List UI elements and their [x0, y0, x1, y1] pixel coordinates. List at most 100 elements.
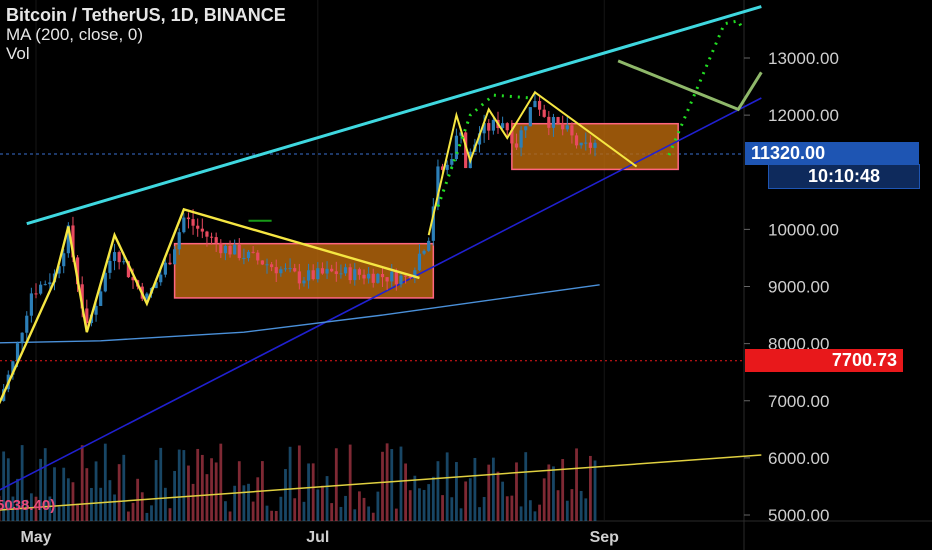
consolidation-zones[interactable]	[173, 122, 679, 299]
candle-body	[542, 109, 546, 117]
volume-bar	[94, 461, 98, 521]
candle-body	[57, 266, 61, 274]
candle-body	[367, 273, 371, 279]
candle-body	[288, 268, 292, 270]
ma-legend[interactable]: MA (200, close, 0)	[6, 25, 144, 44]
projection-dots-1	[436, 93, 531, 208]
candle-body	[316, 268, 320, 280]
candle-body	[154, 282, 158, 289]
candle-countdown: 10:10:48	[768, 164, 920, 189]
candle-body	[237, 244, 241, 259]
volume-bar	[196, 448, 200, 521]
trendlines[interactable]	[0, 5, 762, 513]
volume-bar	[256, 477, 260, 521]
candle-body	[491, 119, 495, 131]
volume-bar	[173, 470, 176, 521]
volume-bar	[519, 506, 523, 521]
candle-body	[265, 264, 269, 266]
candle-body	[537, 101, 542, 110]
candle-body	[205, 231, 209, 237]
volume-bar	[71, 482, 75, 521]
candle-body	[561, 123, 565, 130]
candle-body	[440, 166, 445, 170]
volume-bars	[0, 443, 597, 521]
projection-dots-2	[667, 19, 745, 156]
volume-bar	[533, 511, 537, 521]
candle-body	[122, 261, 126, 263]
drawings[interactable]	[0, 19, 763, 405]
candle-body	[311, 270, 315, 280]
candle-body	[533, 101, 537, 108]
volume-bar	[233, 485, 237, 521]
candle-body	[191, 219, 195, 226]
volume-bar	[85, 468, 89, 521]
volume-bar	[491, 457, 495, 521]
volume-value: 5038.40)	[0, 497, 56, 514]
candle-body	[339, 273, 343, 275]
candle-body	[302, 280, 306, 284]
volume-bar	[422, 489, 426, 521]
volume-bar	[145, 512, 149, 521]
candle-body	[256, 252, 260, 261]
volume-bar	[436, 461, 440, 521]
candle-body	[297, 271, 301, 284]
candle-body	[565, 125, 569, 130]
candle-body	[75, 257, 80, 285]
candle-body	[15, 343, 20, 362]
candle-body	[459, 132, 463, 136]
volume-bar	[302, 501, 306, 521]
volume-bar	[330, 503, 334, 521]
volume-bar	[344, 495, 347, 521]
candle-body	[593, 142, 597, 148]
volume-trendline	[0, 454, 762, 511]
vol-legend[interactable]: Vol	[6, 44, 30, 63]
volume-bar	[510, 495, 514, 521]
candle-body	[487, 123, 491, 131]
candle-body	[112, 252, 117, 261]
candle-body	[431, 206, 435, 241]
candle-body	[159, 274, 163, 283]
candle-body	[501, 123, 505, 129]
candle-body	[251, 251, 255, 253]
candle-body	[399, 275, 403, 285]
candle-body	[505, 123, 509, 131]
volume-bar	[353, 509, 357, 521]
candle-body	[579, 142, 583, 146]
volume-bar	[251, 501, 255, 521]
reference-price-badge: 7700.73	[745, 349, 903, 372]
candle-body	[186, 217, 191, 220]
volume-bar	[427, 484, 431, 521]
candle-body	[283, 268, 288, 270]
candle-body	[390, 271, 394, 282]
volume-bar	[43, 448, 47, 521]
volume-bar	[265, 505, 269, 521]
candle-body	[427, 240, 431, 251]
candle-body	[574, 135, 579, 146]
volume-bar	[62, 467, 66, 521]
volume-bar	[127, 511, 130, 521]
volume-bar	[538, 504, 541, 521]
candle-body	[556, 117, 560, 124]
candle-body	[228, 245, 232, 255]
symbol-title[interactable]: Bitcoin / TetherUS, 1D, BINANCE	[6, 5, 286, 25]
projection-path	[617, 59, 763, 112]
volume-bar	[113, 494, 116, 521]
volume-bar	[270, 510, 274, 521]
volume-bar	[358, 491, 361, 521]
volume-bar	[445, 452, 449, 521]
candles	[0, 90, 597, 402]
candle-body	[584, 142, 588, 144]
volume-bar	[528, 500, 532, 521]
x-tick-label: Jul	[306, 529, 329, 546]
volume-bar	[307, 463, 310, 521]
volume-bar	[459, 508, 463, 521]
volume-bar	[274, 510, 278, 521]
volume-bar	[376, 491, 380, 521]
candle-body	[43, 284, 47, 286]
volume-bar	[66, 478, 70, 521]
volume-bar	[205, 474, 209, 521]
volume-bar	[542, 478, 546, 521]
volume-bar	[90, 487, 93, 521]
candle-body	[547, 116, 551, 128]
